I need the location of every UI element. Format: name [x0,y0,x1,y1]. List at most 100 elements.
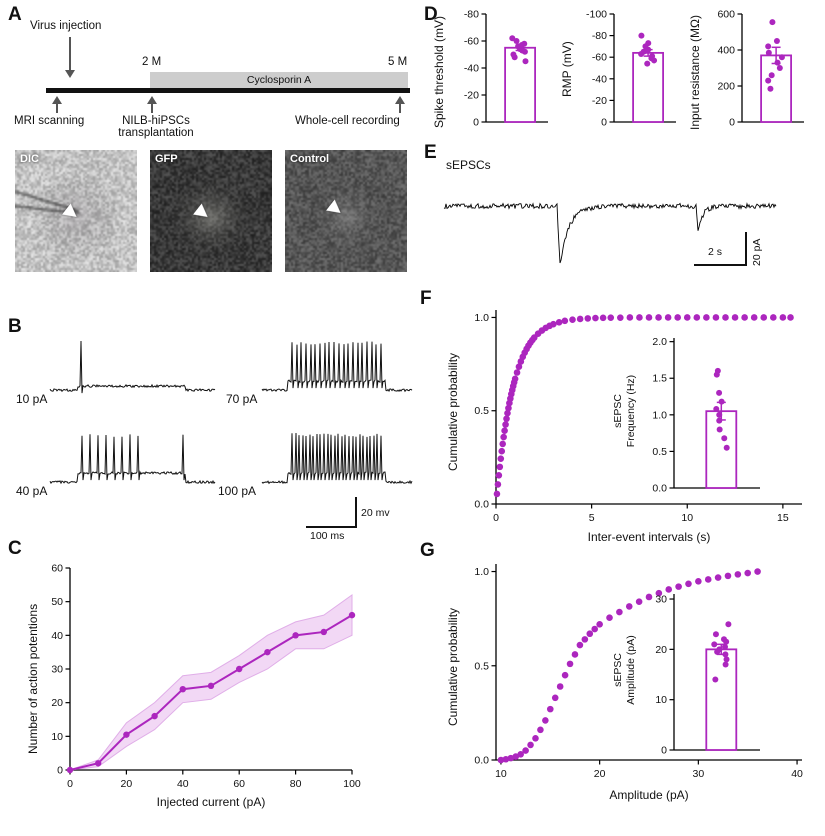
micro-image-dic: DIC [15,150,137,272]
svg-text:20: 20 [51,697,63,709]
trace-100pa [261,432,413,485]
svg-text:10: 10 [51,731,63,743]
spike-threshold-chart: 0 -20 -40 -60 -80 [464,9,548,129]
transplant-label-line1: NILB-hiPSCs [122,115,190,127]
month-5-label: 5 M [388,56,408,68]
mri-arrowhead [52,96,62,104]
svg-text:0: 0 [57,765,63,777]
svg-text:0: 0 [67,778,73,790]
inter-event-interval-chart: 0.0 0.5 1.0 0 5 10 15 [474,310,802,524]
transplant-label: NILB-hiPSCs transplantation [100,115,212,139]
micro-image-control: Control [285,150,407,272]
svg-text:80: 80 [290,778,302,790]
svg-text:-40: -40 [592,73,607,85]
panel-letter-f: F [420,288,432,309]
svg-text:400: 400 [717,45,735,57]
trace-label-70pa: 70 pA [226,392,258,406]
gfp-noise-canvas [150,150,272,272]
e-scalebar-horizontal [694,264,746,266]
trace-label-40pa: 40 pA [16,484,48,498]
virus-injection-arrowhead [65,70,75,78]
panel-letter-a: A [8,4,22,25]
panel-letter-c: C [8,538,22,559]
svg-text:0: 0 [729,117,735,129]
mri-scanning-label: MRI scanning [14,115,85,127]
f-ylabel: Cumulative probability [446,352,460,471]
svg-text:-100: -100 [586,9,607,21]
svg-text:-60: -60 [464,36,479,48]
c-ylabel: Number of action potentions [26,603,40,754]
sepsc-amplitude-inset-chart: 0 10 20 30 [655,594,760,757]
transplant-arrow-line [151,103,153,113]
svg-text:-20: -20 [464,90,479,102]
svg-text:0.0: 0.0 [474,499,489,511]
transplant-label-line2: transplantation [118,127,194,139]
svg-text:50: 50 [51,596,63,608]
svg-text:40: 40 [177,778,189,790]
g-ylabel: Cumulative probability [446,607,460,726]
svg-text:40: 40 [51,630,63,642]
svg-text:40: 40 [791,768,803,780]
trace-70pa [261,341,413,393]
svg-text:20: 20 [121,778,133,790]
input-resistance-chart: 0 200 400 600 [717,9,804,129]
g-inset-ylabel-line1: sEPSC [612,653,624,687]
svg-text:30: 30 [51,664,63,676]
spike-threshold-ylabel: Spike threshold (mV) [432,15,446,128]
timeline-bar [46,88,410,93]
svg-text:0.0: 0.0 [474,755,489,767]
svg-text:10: 10 [655,694,667,706]
b-scale-horizontal-label: 100 ms [310,530,345,542]
trace-40pa [49,434,216,485]
panel-letter-e: E [424,142,437,163]
svg-text:-20: -20 [592,95,607,107]
dic-label: DIC [20,153,39,165]
svg-text:2.0: 2.0 [652,336,667,348]
svg-text:30: 30 [655,594,667,606]
svg-text:200: 200 [717,81,735,93]
sepsc-trace [443,202,777,264]
g-inset-ylabel-line2: Amplitude (pA) [624,635,637,705]
svg-text:0.5: 0.5 [474,660,489,672]
trace-10pa [49,340,216,394]
virus-injection-arrow-line [69,37,71,70]
svg-text:0.0: 0.0 [652,483,667,495]
svg-text:-40: -40 [464,63,479,75]
svg-text:0.5: 0.5 [474,405,489,417]
cyclosporin-label: Cyclosporin A [246,74,312,86]
e-scalebar-vertical [745,232,747,266]
svg-text:30: 30 [693,768,705,780]
svg-text:10: 10 [495,768,507,780]
sepsc-frequency-inset-chart: 0.0 0.5 1.0 1.5 2.0 [652,336,760,495]
svg-text:15: 15 [777,512,789,524]
svg-text:0: 0 [601,117,607,129]
c-xlabel: Injected current (pA) [156,795,266,809]
svg-text:-80: -80 [464,9,479,21]
svg-text:100: 100 [343,778,361,790]
rmp-ylabel: RMP (mV) [560,41,574,97]
rmp-chart: 0 -20 -40 -60 -80 -100 [586,9,676,129]
control-noise-canvas [285,150,407,272]
b-scale-vertical-label: 20 mv [361,507,390,519]
panel-letter-b: B [8,316,22,337]
svg-text:20: 20 [655,644,667,656]
trace-label-100pa: 100 pA [218,484,257,498]
svg-text:1.0: 1.0 [652,409,667,421]
svg-text:60: 60 [51,563,63,575]
svg-text:600: 600 [717,9,735,21]
b-scalebar-horizontal [306,526,357,528]
svg-text:1.5: 1.5 [652,373,667,385]
f-inset-ylabel-line1: sEPSC [612,394,624,428]
g-xlabel: Amplitude (pA) [609,788,689,802]
sepscs-title: sEPSCs [446,158,491,172]
month-2-label: 2 M [142,56,162,68]
f-inset-ylabel: sEPSC Frequency (Hz) [612,363,637,459]
svg-text:-80: -80 [592,30,607,42]
control-label: Control [290,153,330,165]
svg-text:60: 60 [233,778,245,790]
trace-label-10pa: 10 pA [16,392,48,406]
svg-text:-60: -60 [592,52,607,64]
input-resistance-ylabel: Input resistance (MΩ) [688,14,702,130]
svg-text:10: 10 [681,512,693,524]
